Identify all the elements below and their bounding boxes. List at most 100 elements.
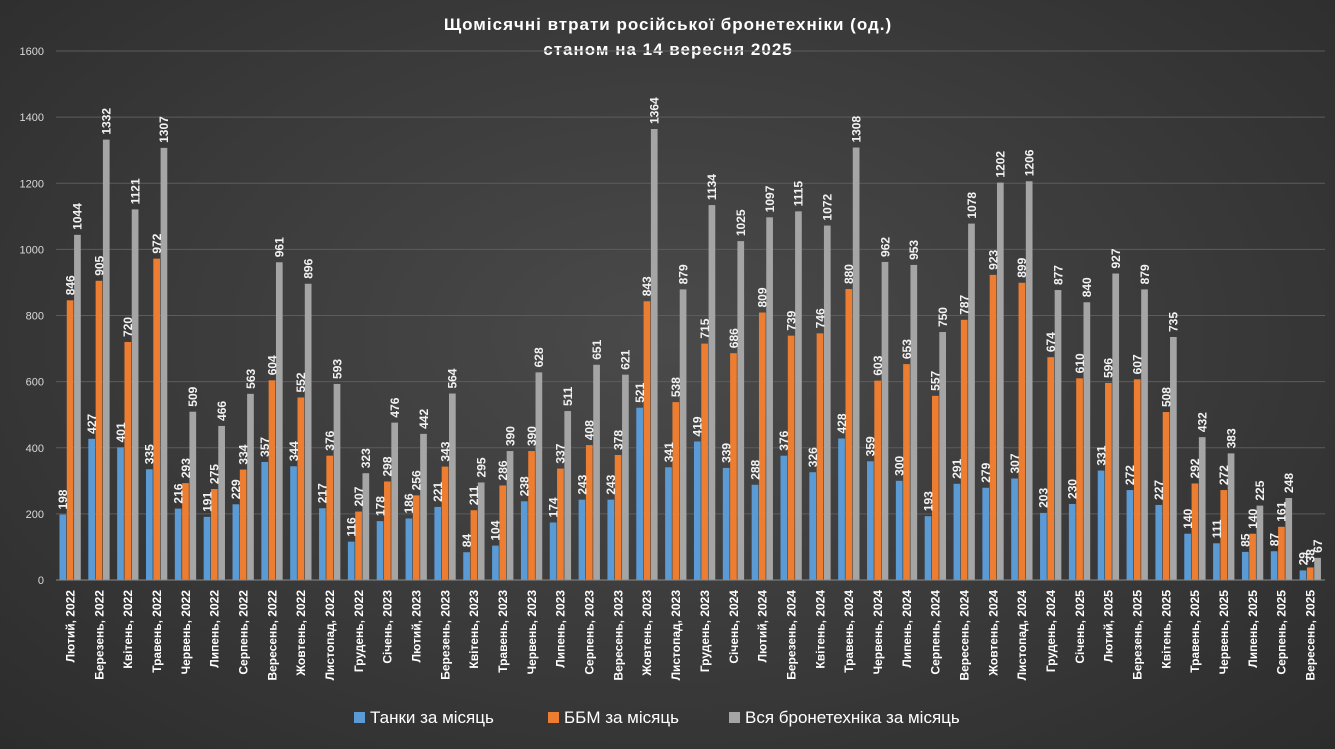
data-label: 1121 [128, 178, 142, 204]
bar [326, 455, 334, 580]
x-tick-label: Червень, 2025 [1217, 590, 1231, 675]
bar [672, 402, 680, 580]
data-label: 221 [431, 482, 445, 502]
x-tick-label: Грудень, 2024 [1044, 590, 1058, 672]
x-tick-label: Лютий, 2023 [410, 590, 424, 663]
data-label: 408 [583, 420, 597, 440]
bar [1141, 289, 1148, 580]
data-label: 428 [835, 413, 849, 433]
data-label: 432 [1196, 412, 1210, 432]
bar [74, 234, 81, 580]
x-tick-label: Липень, 2024 [900, 590, 914, 668]
data-label: 383 [1224, 428, 1238, 448]
x-tick-label: Серпень, 2025 [1275, 590, 1289, 675]
bar [182, 483, 189, 580]
x-tick-label: Квітень, 2023 [467, 590, 481, 669]
data-label: 174 [546, 497, 560, 517]
x-tick-label: Червень, 2023 [525, 590, 539, 675]
data-label: 735 [1167, 312, 1181, 332]
bar [578, 499, 586, 580]
bar [585, 445, 593, 580]
data-label: 538 [669, 377, 683, 397]
x-tick-label: Листопад, 2022 [323, 590, 337, 681]
data-label: 161 [1275, 501, 1289, 521]
data-label: 879 [1138, 264, 1152, 284]
data-label: 905 [92, 255, 106, 275]
x-tick-label: Липень, 2025 [1246, 590, 1260, 668]
bar [506, 451, 514, 580]
data-label: 1202 [994, 151, 1008, 178]
data-labels: 198 846 1044 427 905 1332 401 720 1121 335 972 1307… [56, 97, 1325, 565]
legend-swatch [548, 712, 559, 723]
bar [362, 473, 370, 580]
bar [124, 341, 132, 580]
bar [1306, 567, 1314, 580]
bar [1241, 551, 1249, 580]
data-label: 198 [56, 489, 70, 509]
bar [535, 372, 543, 580]
bar [1227, 453, 1235, 580]
bar [751, 484, 759, 580]
bar [499, 485, 507, 580]
data-label: 1364 [648, 97, 662, 124]
data-label: 927 [1109, 248, 1123, 268]
data-label: 292 [1188, 458, 1202, 478]
data-label: 604 [265, 355, 279, 375]
data-label: 1206 [1022, 149, 1036, 176]
data-label: 275 [208, 464, 222, 484]
data-label: 1078 [965, 192, 979, 219]
bar [939, 332, 946, 580]
x-tick-label: Березень, 2024 [784, 590, 798, 680]
x-tick-label: Лютий, 2025 [1102, 590, 1116, 663]
data-label: 720 [121, 317, 135, 337]
chart-title: Щомісячні втрати російської бронетехніки… [444, 15, 892, 34]
data-label: 229 [229, 479, 243, 499]
data-label: 326 [806, 447, 820, 467]
bar [1249, 533, 1256, 580]
data-label: 211 [467, 486, 481, 506]
bar [117, 447, 124, 580]
data-label: 343 [438, 441, 452, 461]
data-label: 335 [143, 444, 157, 464]
data-label: 140 [1181, 508, 1195, 528]
bar [795, 211, 802, 580]
data-label: 191 [200, 492, 214, 512]
x-tick-label: Вересень, 2024 [957, 590, 971, 681]
legend-label: ББМ за місяць [564, 708, 679, 727]
data-label: 87 [1267, 533, 1281, 547]
data-label: 880 [842, 264, 856, 284]
x-axis: Лютий, 2022 Березень, 2022 Квітень, 2022 Тр… [56, 579, 1325, 681]
x-tick-label: Вересень, 2025 [1304, 590, 1318, 681]
data-label: 243 [604, 474, 618, 494]
bar [1198, 437, 1206, 580]
bars [59, 129, 1321, 581]
bar [160, 147, 168, 581]
bar [1155, 504, 1163, 580]
data-label: 140 [1246, 508, 1260, 528]
bar [1220, 490, 1228, 580]
x-tick-label: Жовтень, 2024 [986, 590, 1000, 677]
x-tick-label: Липень, 2023 [554, 590, 568, 668]
x-tick-label: Вересень, 2023 [611, 590, 625, 681]
bar [412, 495, 420, 580]
data-label: 217 [316, 483, 330, 503]
data-label: 419 [691, 416, 705, 436]
bar [319, 508, 326, 580]
data-label: 1025 [734, 209, 748, 236]
y-tick-label: 1000 [20, 244, 44, 256]
bar [384, 481, 391, 580]
bar [693, 441, 701, 580]
bar [304, 283, 312, 580]
x-tick-label: Червень, 2024 [871, 590, 885, 675]
data-label: 1134 [705, 174, 719, 200]
data-label: 552 [294, 372, 308, 392]
y-tick-label: 0 [38, 575, 44, 587]
data-label: 809 [756, 287, 770, 307]
data-label: 104 [489, 520, 503, 540]
bar [614, 455, 622, 580]
x-tick-label: Жовтень, 2022 [294, 590, 308, 677]
bar [910, 264, 918, 580]
data-label: 843 [640, 276, 654, 296]
bar [463, 552, 470, 580]
x-tick-label: Серпень, 2024 [929, 590, 943, 675]
